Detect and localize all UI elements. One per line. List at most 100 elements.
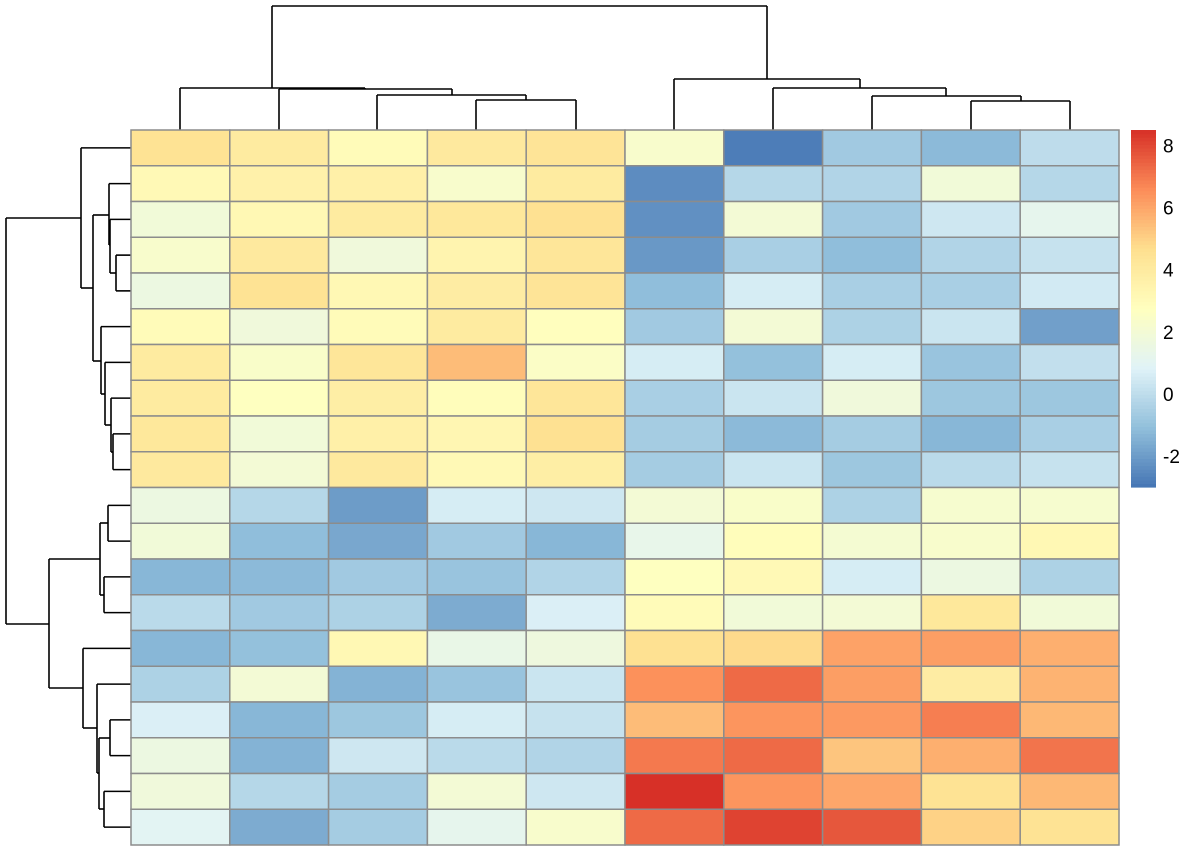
heatmap-cell-r12-c1 [130,522,231,560]
heatmap-cell-r4-c6 [624,236,725,274]
heatmap-cell-r6-c3 [327,308,429,346]
heatmap-cell-r20-c6 [624,808,725,846]
heatmap-cell-r11-c7 [723,486,824,524]
heatmap-cell-r17-c8 [821,701,923,739]
heatmap-cell-r8-c3 [327,379,429,417]
heatmap-cell-r16-c10 [1019,665,1120,703]
heatmap-cell-r17-c1 [130,701,231,739]
heatmap-cell-r15-c8 [821,629,923,667]
colorbar-segment [1131,233,1156,238]
heatmap-cell-r2-c4 [426,165,527,203]
heatmap-cell-r7-c8 [821,343,923,381]
heatmap-cell-r10-c2 [229,451,330,489]
heatmap-cell-r3-c4 [426,200,527,238]
heatmap-cell-r8-c6 [624,379,725,417]
heatmap-cell-r15-c10 [1019,629,1120,667]
heatmap-cell-r6-c8 [821,308,923,346]
heatmap-cell-r5-c3 [327,272,429,310]
heatmap-cell-r18-c5 [525,737,626,775]
colorbar-segment [1131,422,1156,427]
heatmap-cell-r8-c7 [723,379,824,417]
colorbar-segment [1131,265,1156,270]
colorbar-segment [1131,362,1156,367]
heatmap-cell-r4-c5 [525,236,626,274]
colorbar-segment [1131,337,1156,342]
heatmap-cell-r15-c3 [327,629,429,667]
heatmap-cell-r11-c6 [624,486,725,524]
heatmap-cell-r14-c6 [624,594,725,632]
heatmap-cell-r1-c10 [1019,129,1120,167]
colorbar-segment [1131,458,1156,463]
heatmap-cell-r1-c8 [821,129,923,167]
colorbar-segment [1131,183,1156,188]
heatmap-cell-r6-c4 [426,308,527,346]
heatmap-cell-r17-c2 [229,701,330,739]
heatmap-cell-r17-c5 [525,701,626,739]
heatmap-cell-r8-c1 [130,379,231,417]
heatmap-cell-r1-c4 [426,129,527,167]
heatmap-cell-r15-c1 [130,629,231,667]
heatmap-cell-r5-c2 [229,272,330,310]
colorbar-segment [1131,297,1156,302]
heatmap-cell-r20-c1 [130,808,231,846]
heatmap-cell-r19-c9 [920,772,1021,810]
heatmap-cell-r18-c6 [624,737,725,775]
heatmap-cell-r12-c5 [525,522,626,560]
heatmap-cell-r6-c6 [624,308,725,346]
colorbar-segment [1131,279,1156,285]
heatmap-cell-r19-c3 [327,772,429,810]
heatmap-cell-r4-c10 [1019,236,1120,274]
colorbar-segment [1131,262,1156,267]
heatmap-cell-r8-c4 [426,379,527,417]
heatmap-cell-r15-c6 [624,629,725,667]
colorbar-segment [1131,433,1156,438]
column-dendrogram [179,5,1071,130]
heatmap-cell-r9-c8 [821,415,923,453]
heatmap-cell-r4-c7 [723,236,824,274]
colorbar-segment [1131,358,1156,363]
heatmap-cell-r10-c6 [624,451,725,489]
colorbar-segment [1131,308,1156,313]
heatmap-cell-r18-c4 [426,737,527,775]
colorbar-tick-label: 8 [1163,137,1174,158]
colorbar-segment [1131,165,1156,170]
heatmap-cell-r1-c3 [327,129,429,167]
heatmap-cell-r18-c2 [229,737,330,775]
colorbar-segment [1131,483,1156,488]
colorbar-segment [1131,158,1156,163]
heatmap-cell-r3-c2 [229,200,330,238]
heatmap-cell-r4-c2 [229,236,330,274]
colorbar-segment [1131,465,1156,470]
heatmap-cell-r7-c3 [327,343,429,381]
colorbar-ticks: -2 0 2 4 6 8 [1163,137,1180,468]
heatmap-cell-r18-c1 [130,737,231,775]
heatmap-cell-r13-c7 [723,558,824,596]
heatmap-cell-r16-c6 [624,665,725,703]
colorbar-segment [1131,237,1156,242]
colorbar-segment [1131,372,1156,377]
heatmap-cell-r4-c4 [426,236,527,274]
colorbar-segment [1131,258,1156,263]
colorbar-segment [1131,376,1156,381]
colorbar-segment [1131,301,1156,306]
colorbar-segment [1131,454,1156,460]
heatmap-cell-r3-c1 [130,200,231,238]
colorbar-segment [1131,226,1156,231]
heatmap-cell-r10-c8 [821,451,923,489]
heatmap-cell-r2-c8 [821,165,923,203]
heatmap-cell-r5-c1 [130,272,231,310]
heatmap-cell-r13-c4 [426,558,527,596]
heatmap-cell-r10-c4 [426,451,527,489]
colorbar-tick-label: 2 [1163,323,1174,344]
colorbar-segment [1131,369,1156,374]
heatmap-cell-r11-c2 [229,486,330,524]
colorbar-segment [1131,462,1156,467]
heatmap-cell-r11-c8 [821,486,923,524]
colorbar-segment [1131,287,1156,292]
heatmap-cell-r5-c4 [426,272,527,310]
heatmap-cell-r2-c6 [624,165,725,203]
heatmap-cell-r3-c8 [821,200,923,238]
heatmap-cell-r2-c2 [229,165,330,203]
colorbar-segment [1131,133,1156,138]
colorbar-segment [1131,479,1156,485]
